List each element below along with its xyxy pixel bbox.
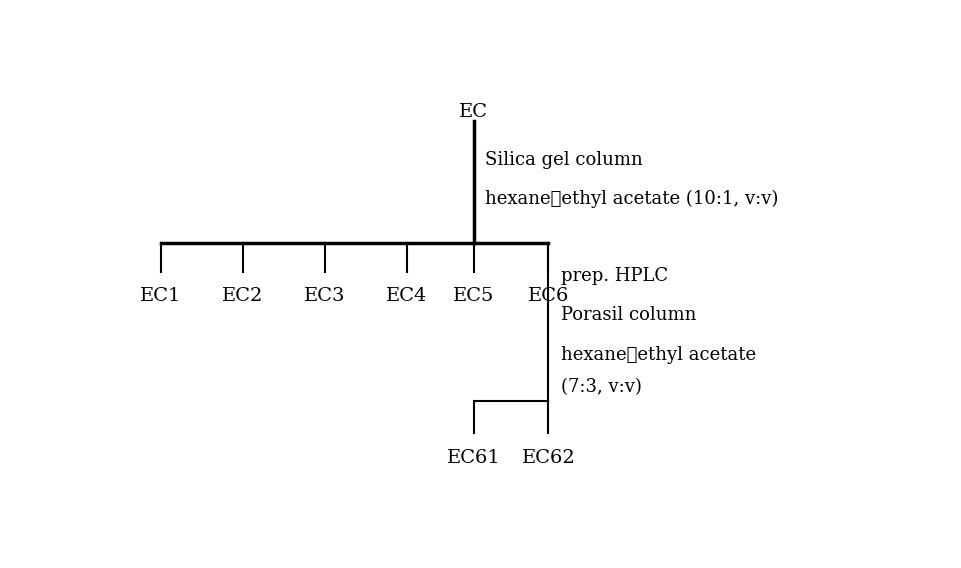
Text: EC4: EC4 — [386, 287, 428, 305]
Text: EC: EC — [459, 103, 488, 120]
Text: Porasil column: Porasil column — [561, 306, 697, 324]
Text: hexane：ethyl acetate: hexane：ethyl acetate — [561, 346, 756, 364]
Text: EC61: EC61 — [447, 449, 501, 467]
Text: EC62: EC62 — [522, 449, 576, 467]
Text: EC6: EC6 — [528, 287, 569, 305]
Text: EC2: EC2 — [222, 287, 263, 305]
Text: EC1: EC1 — [140, 287, 182, 305]
Text: EC5: EC5 — [454, 287, 495, 305]
Text: prep. HPLC: prep. HPLC — [561, 267, 668, 285]
Text: hexane：ethyl acetate (10:1, v:v): hexane：ethyl acetate (10:1, v:v) — [485, 190, 778, 208]
Text: EC3: EC3 — [305, 287, 346, 305]
Text: (7:3, v:v): (7:3, v:v) — [561, 378, 642, 396]
Text: Silica gel column: Silica gel column — [485, 151, 643, 169]
